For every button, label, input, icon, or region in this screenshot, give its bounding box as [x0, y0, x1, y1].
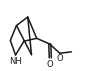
Text: NH: NH — [9, 57, 22, 66]
Text: O: O — [47, 60, 54, 69]
Text: O: O — [56, 54, 63, 63]
